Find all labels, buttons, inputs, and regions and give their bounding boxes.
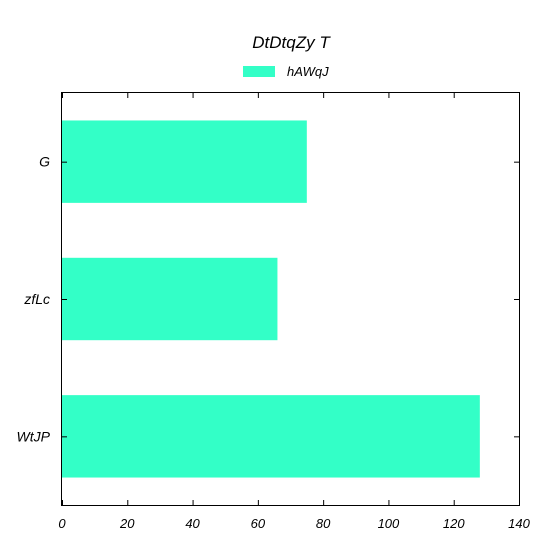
- x-axis-ticks: 0 20 40 60 80 100 120 140: [58, 93, 531, 531]
- x-tick-label: 100: [378, 516, 400, 531]
- bar-zfLc: [62, 257, 278, 341]
- y-tick-label: zfLc: [23, 291, 50, 307]
- x-tick-label: 40: [185, 516, 200, 531]
- x-tick-label: 0: [58, 516, 66, 531]
- legend: hAWqJ: [243, 64, 329, 79]
- chart-title: DtDtqZy T: [252, 33, 331, 52]
- x-tick-label: 80: [316, 516, 331, 531]
- x-tick-label: 120: [443, 516, 465, 531]
- bars-group: [62, 120, 480, 478]
- legend-swatch: [243, 66, 275, 77]
- y-tick-label: WtJP: [17, 428, 51, 444]
- bar-G: [62, 120, 307, 203]
- plot-frame: [61, 92, 520, 506]
- x-tick-label: 140: [508, 516, 530, 531]
- legend-label: hAWqJ: [287, 64, 329, 79]
- x-tick-label: 60: [251, 516, 266, 531]
- y-tick-label: G: [39, 154, 50, 170]
- x-tick-label: 20: [119, 516, 135, 531]
- bar-WtJP: [62, 395, 480, 478]
